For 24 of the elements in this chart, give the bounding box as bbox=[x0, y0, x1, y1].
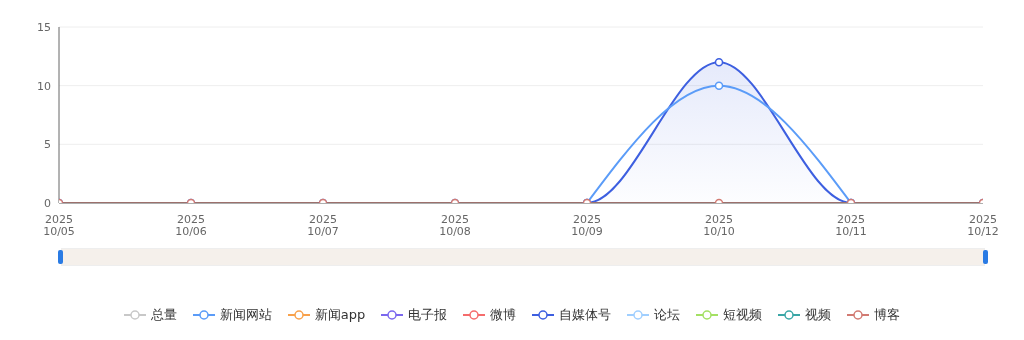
x-tick-label: 2025 10/06 bbox=[175, 213, 207, 238]
legend-label: 新闻网站 bbox=[219, 306, 272, 324]
x-tick-label: 2025 10/08 bbox=[439, 213, 471, 238]
x-tick-label: 2025 10/07 bbox=[307, 213, 339, 238]
x-tick-label: 2025 10/12 bbox=[967, 213, 999, 238]
y-tick-label: 0 bbox=[44, 196, 51, 210]
legend-label: 电子报 bbox=[408, 306, 448, 324]
legend-label: 微博 bbox=[490, 306, 517, 324]
x-tick-label: 2025 10/10 bbox=[703, 213, 735, 238]
legend-label: 视频 bbox=[805, 306, 832, 324]
y-tick-label: 10 bbox=[37, 79, 51, 93]
x-tick-label: 2025 10/11 bbox=[835, 213, 867, 238]
legend-label: 自媒体号 bbox=[559, 306, 612, 324]
x-tick-label: 2025 10/05 bbox=[43, 213, 75, 238]
legend-label: 总量 bbox=[150, 306, 177, 324]
x-tick-label: 2025 10/09 bbox=[571, 213, 603, 238]
legend-label: 论坛 bbox=[654, 306, 681, 324]
legend-label: 短视频 bbox=[723, 306, 763, 324]
point bbox=[714, 57, 724, 67]
legend-label: 博客 bbox=[874, 306, 901, 324]
y-tick-label: 15 bbox=[37, 20, 51, 34]
point bbox=[714, 81, 724, 90]
legend-label: 新闻app bbox=[314, 306, 366, 324]
y-tick-label: 5 bbox=[44, 138, 51, 152]
